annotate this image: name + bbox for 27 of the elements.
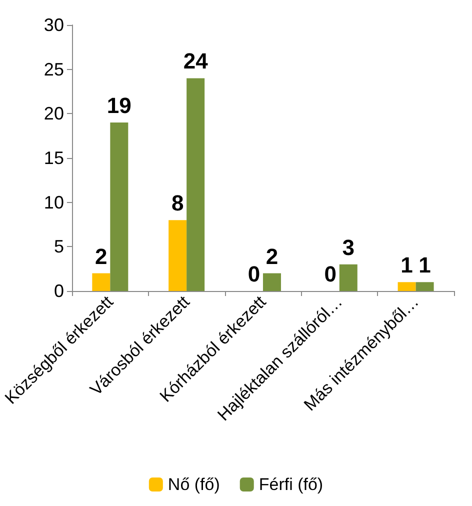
- data-label: 24: [183, 48, 209, 74]
- data-label: 19: [106, 93, 132, 118]
- data-label: 2: [95, 244, 108, 269]
- bar: [110, 122, 128, 291]
- data-label: 3: [342, 234, 355, 260]
- bar: [416, 282, 434, 291]
- data-label: 8: [171, 190, 184, 216]
- y-tick-label: 20: [44, 104, 64, 124]
- bar: [339, 264, 358, 291]
- data-label: 1: [400, 252, 413, 278]
- bar: [168, 220, 187, 291]
- y-tick-label: 30: [44, 15, 64, 35]
- y-tick-label: 0: [54, 281, 64, 301]
- bar: [262, 273, 281, 291]
- data-label: 1: [418, 252, 431, 278]
- bar: [398, 282, 416, 291]
- y-tick-label: 10: [44, 192, 64, 212]
- y-tick-label: 25: [44, 59, 64, 80]
- data-label: 2: [266, 244, 278, 269]
- y-tick-label: 5: [54, 236, 64, 257]
- data-label: 0: [248, 262, 260, 286]
- y-tick-label: 15: [44, 148, 64, 168]
- legend-label: Férfi (fő): [258, 475, 324, 494]
- legend-label: Nő (fő): [168, 475, 220, 494]
- data-label: 0: [324, 262, 337, 286]
- bar: [186, 78, 205, 291]
- bar: [92, 273, 110, 291]
